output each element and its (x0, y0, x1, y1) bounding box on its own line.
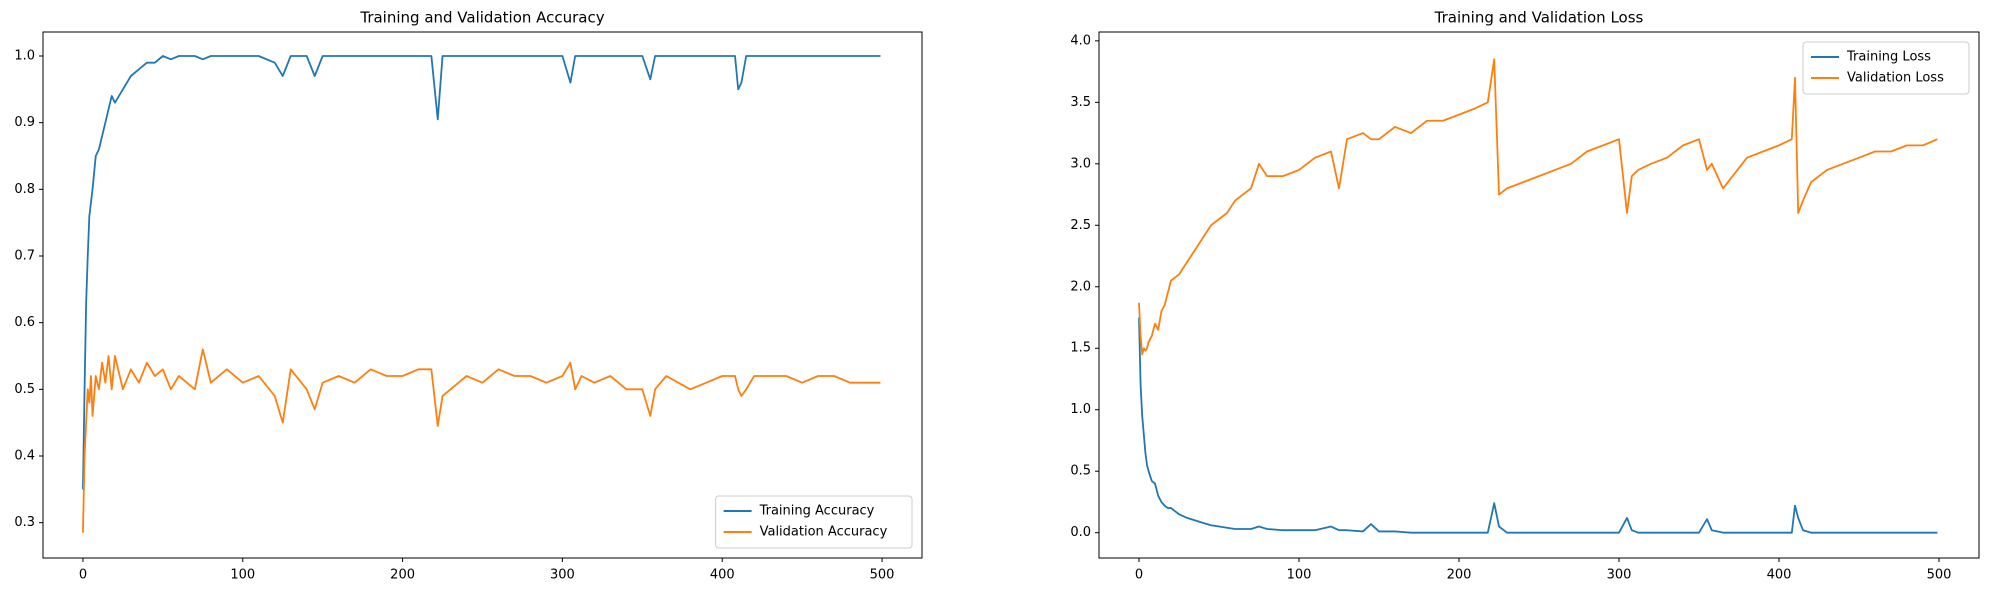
chart-title: Training and Validation Loss (1434, 9, 1644, 27)
x-tick-label: 0 (1135, 568, 1143, 583)
y-tick-label: 0.0 (1070, 525, 1091, 540)
legend-label: Training Accuracy (759, 504, 875, 519)
y-tick-label: 3.0 (1070, 156, 1091, 171)
x-tick-label: 200 (1447, 568, 1472, 583)
x-tick-label: 400 (710, 568, 735, 583)
y-tick-label: 0.6 (14, 315, 35, 330)
legend-label: Validation Loss (1847, 71, 1944, 86)
y-tick-label: 0.4 (14, 449, 35, 464)
y-tick-label: 1.5 (1070, 341, 1091, 356)
y-tick-label: 2.5 (1070, 218, 1091, 233)
x-tick-label: 300 (550, 568, 575, 583)
y-tick-label: 2.0 (1070, 279, 1091, 294)
line-series (1138, 317, 1938, 534)
legend: Training Loss Validation Loss (1802, 41, 1970, 95)
axes-frame (1098, 31, 1980, 559)
legend-label: Training Loss (1846, 50, 1931, 65)
y-tick-label: 0.8 (14, 182, 35, 197)
y-tick-label: 0.5 (14, 382, 35, 397)
legend-box (1802, 41, 1970, 95)
y-tick-label: 1.0 (14, 49, 35, 64)
y-tick-label: 0.3 (14, 515, 35, 530)
x-tick-label: 500 (870, 568, 895, 583)
legend-box (715, 495, 913, 549)
chart-title: Training and Validation Accuracy (359, 9, 604, 27)
legend-label: Validation Accuracy (760, 525, 888, 540)
x-tick-label: 300 (1607, 568, 1632, 583)
legend: Training Accuracy Validation Accuracy (715, 495, 913, 549)
x-tick-label: 0 (79, 568, 87, 583)
x-tick-label: 100 (230, 568, 255, 583)
y-tick-label: 0.7 (14, 249, 35, 264)
y-tick-label: 4.0 (1070, 33, 1091, 48)
y-tick-label: 0.5 (1070, 464, 1091, 479)
x-tick-label: 400 (1767, 568, 1792, 583)
line-series (82, 348, 881, 533)
line-series (1138, 58, 1938, 356)
x-tick-label: 500 (1927, 568, 1952, 583)
x-tick-label: 200 (390, 568, 415, 583)
y-tick-label: 3.5 (1070, 95, 1091, 110)
y-tick-label: 0.9 (14, 115, 35, 130)
axes-frame (42, 31, 923, 559)
y-tick-label: 1.0 (1070, 402, 1091, 417)
line-series (82, 55, 881, 490)
x-tick-label: 100 (1287, 568, 1312, 583)
